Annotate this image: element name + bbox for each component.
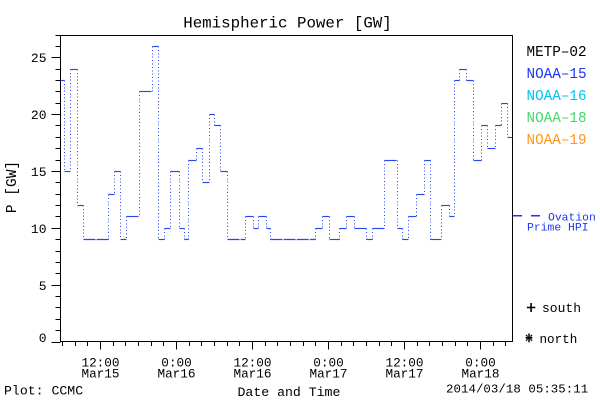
svg-text:5: 5	[39, 279, 47, 294]
svg-text:NOAA–19: NOAA–19	[527, 133, 587, 149]
svg-text:0:00: 0:00	[161, 356, 191, 371]
svg-text:Ovation: Ovation	[548, 213, 596, 225]
svg-text:Mar16: Mar16	[233, 367, 271, 382]
svg-text:south: south	[542, 301, 581, 316]
svg-text:north: north	[540, 333, 578, 347]
svg-text:0:00: 0:00	[313, 356, 343, 371]
svg-text:NOAA–18: NOAA–18	[527, 111, 587, 127]
svg-text:12:00: 12:00	[385, 356, 423, 371]
svg-text:20: 20	[31, 108, 47, 123]
svg-text:Plot: CCMC: Plot: CCMC	[4, 384, 83, 399]
svg-text:NOAA–15: NOAA–15	[527, 67, 587, 83]
svg-text:12:00: 12:00	[81, 356, 119, 371]
svg-text:Mar15: Mar15	[81, 367, 119, 382]
svg-text:25: 25	[31, 51, 47, 66]
svg-text:12:00: 12:00	[233, 356, 271, 371]
svg-text:METP–02: METP–02	[527, 45, 587, 61]
svg-text:0: 0	[39, 331, 47, 346]
svg-text:P [GW]: P [GW]	[5, 161, 21, 213]
svg-text:Mar17: Mar17	[385, 367, 423, 382]
svg-text:Mar16: Mar16	[157, 367, 195, 382]
svg-text:NOAA–16: NOAA–16	[527, 89, 587, 105]
svg-text:Mar17: Mar17	[309, 367, 347, 382]
svg-text:2014/03/18 05:35:11: 2014/03/18 05:35:11	[446, 383, 588, 397]
svg-text:Mar18: Mar18	[461, 367, 499, 382]
svg-text:0:00: 0:00	[465, 356, 495, 371]
svg-text:15: 15	[31, 165, 47, 180]
svg-text:Hemispheric Power [GW]: Hemispheric Power [GW]	[183, 15, 392, 33]
svg-text:10: 10	[31, 222, 47, 237]
svg-text:Prime HPI: Prime HPI	[527, 223, 589, 235]
svg-text:Date and Time: Date and Time	[238, 385, 341, 400]
